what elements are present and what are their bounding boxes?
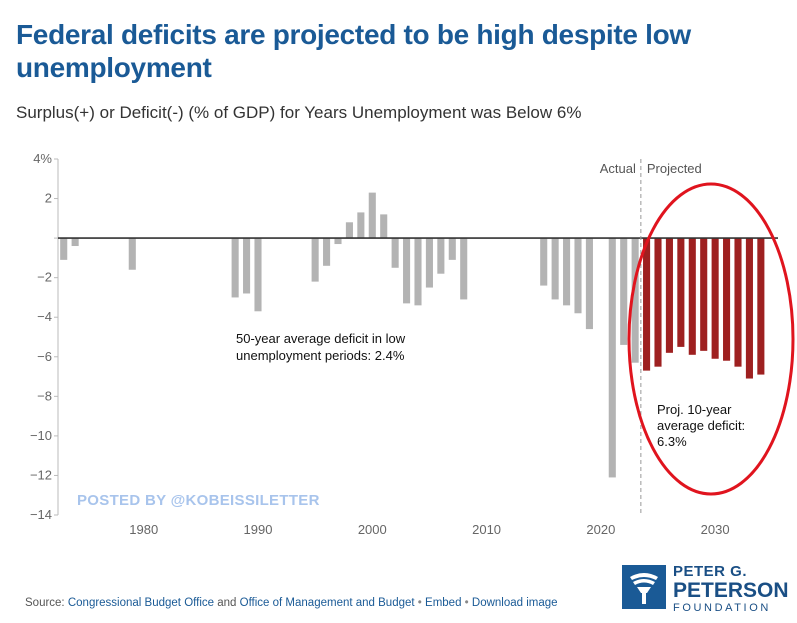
actual-bar [334, 238, 342, 245]
x-tick-label: 2020 [586, 522, 615, 537]
average-deficit-annotation: 50-year average deficit in low unemployme… [236, 331, 406, 363]
x-tick-label: 1990 [244, 522, 273, 537]
logo-line-3: FOUNDATION [673, 602, 771, 614]
y-tick-label: −14 [30, 507, 52, 522]
projected-bar [654, 238, 662, 367]
projected-bar [677, 238, 685, 347]
projected-bar [723, 238, 731, 361]
actual-bar [311, 238, 319, 282]
actual-bar [231, 238, 239, 298]
projected-bar [688, 238, 696, 355]
logo-line-2: PETERSON [673, 579, 789, 602]
projected-bar [757, 238, 765, 375]
source-link-omb[interactable]: Office of Management and Budget [239, 597, 415, 609]
projected-bar [700, 238, 708, 351]
x-tick-label: 1980 [129, 522, 158, 537]
actual-bar [574, 238, 582, 314]
chart-title: Federal deficits are projected to be hig… [16, 19, 691, 83]
actual-region-label: Actual [600, 161, 636, 176]
projected-bar [643, 238, 651, 371]
logo-line-1: PETER G. [673, 563, 748, 580]
y-tick-label: −8 [37, 388, 52, 403]
footer-bullet-1: • [417, 597, 422, 609]
actual-bar [425, 238, 433, 288]
projected-bar [711, 238, 719, 359]
actual-bar [540, 238, 548, 286]
actual-bar [71, 238, 79, 247]
peterson-foundation-logo[interactable]: PETER G. PETERSON FOUNDATION [673, 564, 789, 614]
source-footer: Source: Congressional Budget Office and … [25, 597, 558, 609]
actual-bar [380, 214, 388, 239]
actual-bar [437, 238, 445, 274]
actual-bar [620, 238, 628, 345]
y-tick-label: 4% [33, 151, 52, 166]
x-tick-label: 2010 [472, 522, 501, 537]
projected-bar [734, 238, 742, 367]
y-tick-label: −4 [37, 309, 52, 324]
y-tick-label: −10 [30, 428, 52, 443]
y-tick-label: −12 [30, 467, 52, 482]
watermark-text: POSTED BY @KOBEISSILETTER [77, 492, 320, 509]
projected-bar [745, 238, 753, 379]
source-link-cbo[interactable]: Congressional Budget Office [67, 597, 215, 609]
actual-bar [414, 238, 422, 306]
y-tick-label: −6 [37, 349, 52, 364]
y-tick-label: −2 [37, 270, 52, 285]
actual-bar [128, 238, 136, 270]
source-and: and [217, 597, 237, 609]
actual-bar [243, 238, 251, 294]
actual-bar [368, 192, 376, 239]
peterson-torch-logo-icon [622, 565, 666, 609]
y-tick-label: 2 [45, 191, 52, 206]
projected-region-label: Projected [647, 161, 702, 176]
footer-bullet-2: • [464, 597, 469, 609]
actual-bar [357, 212, 365, 239]
projection-highlight-ellipse [627, 182, 795, 496]
x-tick-label: 2000 [358, 522, 387, 537]
actual-bar [345, 222, 353, 239]
actual-bar [563, 238, 571, 306]
actual-bar [631, 238, 639, 363]
chart-subtitle: Surplus(+) or Deficit(-) (% of GDP) for … [16, 103, 582, 122]
actual-bar [585, 238, 593, 330]
download-image-link[interactable]: Download image [471, 597, 558, 609]
embed-link[interactable]: Embed [425, 597, 462, 609]
actual-bar [254, 238, 262, 312]
actual-bar [551, 238, 559, 300]
actual-bar [323, 238, 331, 266]
actual-bar [391, 238, 399, 268]
projected-bar [665, 238, 673, 353]
actual-bar [608, 238, 616, 478]
actual-bar [448, 238, 456, 260]
actual-bar [60, 238, 68, 260]
projected-average-annotation: Proj. 10-year average deficit: 6.3% [657, 402, 745, 449]
source-prefix: Source: [25, 597, 65, 609]
x-tick-label: 2030 [701, 522, 730, 537]
actual-bar [460, 238, 468, 300]
actual-bar [403, 238, 411, 304]
